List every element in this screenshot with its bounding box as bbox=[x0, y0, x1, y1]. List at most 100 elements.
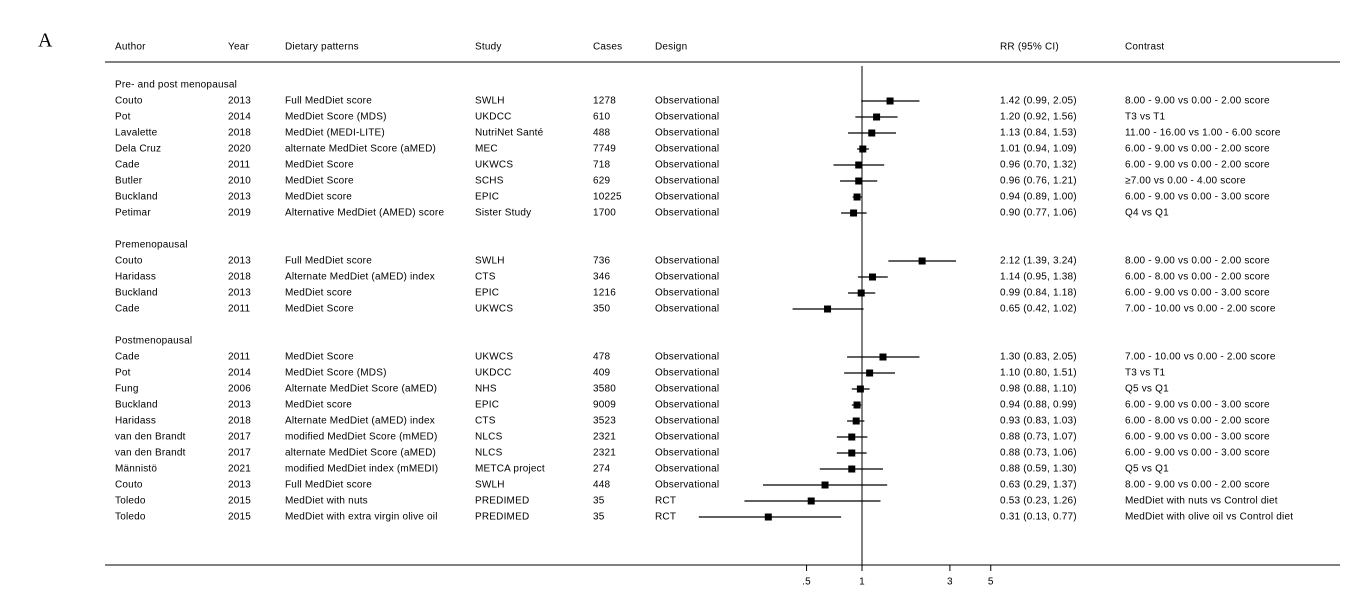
rr-label: 1.10 (0.80, 1.51) bbox=[1000, 368, 1077, 379]
contrast: Q5 vs Q1 bbox=[1125, 464, 1169, 475]
x-tick-label: 1 bbox=[859, 577, 865, 588]
study: SWLH bbox=[475, 480, 505, 491]
study: NutriNet Santé bbox=[475, 128, 544, 139]
dietary-pattern: Full MedDiet score bbox=[285, 96, 372, 107]
dietary-pattern: MedDiet score bbox=[285, 192, 352, 203]
design: Observational bbox=[655, 432, 719, 443]
column-header: Study bbox=[475, 42, 502, 53]
design: Observational bbox=[655, 384, 719, 395]
point-estimate bbox=[866, 369, 874, 377]
rr-label: 1.01 (0.94, 1.09) bbox=[1000, 144, 1077, 155]
year: 2011 bbox=[228, 304, 251, 315]
author: Männistö bbox=[115, 464, 157, 475]
dietary-pattern: MedDiet Score bbox=[285, 352, 354, 363]
dietary-pattern: modified MedDiet Score (mMED) bbox=[285, 432, 438, 443]
contrast: 6.00 - 9.00 vs 0.00 - 3.00 score bbox=[1125, 192, 1270, 203]
author: Dela Cruz bbox=[115, 144, 161, 155]
contrast: MedDiet with nuts vs Control diet bbox=[1125, 496, 1278, 507]
cases: 1278 bbox=[593, 96, 616, 107]
design: Observational bbox=[655, 352, 719, 363]
design: Observational bbox=[655, 128, 719, 139]
group-label: Premenopausal bbox=[115, 240, 188, 251]
panel-label: A bbox=[38, 30, 53, 52]
contrast: T3 vs T1 bbox=[1125, 112, 1166, 123]
year: 2015 bbox=[228, 496, 251, 507]
design: Observational bbox=[655, 304, 719, 315]
design: Observational bbox=[655, 160, 719, 171]
year: 2018 bbox=[228, 416, 251, 427]
column-header: Author bbox=[115, 42, 146, 53]
contrast: 6.00 - 8.00 vs 0.00 - 2.00 score bbox=[1125, 416, 1270, 427]
group-label: Postmenopausal bbox=[115, 336, 192, 347]
year: 2011 bbox=[228, 352, 251, 363]
contrast: ≥7.00 vs 0.00 - 4.00 score bbox=[1125, 176, 1246, 187]
dietary-pattern: MedDiet with extra virgin olive oil bbox=[285, 512, 438, 523]
dietary-pattern: MedDiet score bbox=[285, 288, 352, 299]
author: Couto bbox=[115, 96, 143, 107]
study: NLCS bbox=[475, 448, 503, 459]
design: RCT bbox=[655, 496, 676, 507]
design: Observational bbox=[655, 176, 719, 187]
study: MEC bbox=[475, 144, 498, 155]
column-header: Dietary patterns bbox=[285, 42, 359, 53]
author: Toledo bbox=[115, 496, 146, 507]
point-estimate bbox=[857, 289, 865, 297]
point-estimate bbox=[850, 209, 858, 217]
author: Cade bbox=[115, 304, 140, 315]
point-estimate bbox=[859, 145, 867, 153]
contrast: 6.00 - 9.00 vs 0.00 - 3.00 score bbox=[1125, 448, 1270, 459]
dietary-pattern: Alternative MedDiet (AMED) score bbox=[285, 208, 444, 219]
study: UKDCC bbox=[475, 112, 512, 123]
dietary-pattern: Full MedDiet score bbox=[285, 480, 372, 491]
design: Observational bbox=[655, 96, 719, 107]
cases: 10225 bbox=[593, 192, 622, 203]
dietary-pattern: MedDiet Score bbox=[285, 176, 354, 187]
cases: 3580 bbox=[593, 384, 616, 395]
design: RCT bbox=[655, 512, 676, 523]
author: Haridass bbox=[115, 416, 156, 427]
contrast: 7.00 - 10.00 vs 0.00 - 2.00 score bbox=[1125, 304, 1276, 315]
author: van den Brandt bbox=[115, 448, 186, 459]
cases: 488 bbox=[593, 128, 611, 139]
point-estimate bbox=[821, 481, 829, 489]
design: Observational bbox=[655, 256, 719, 267]
design: Observational bbox=[655, 400, 719, 411]
study: UKDCC bbox=[475, 368, 512, 379]
rr-label: 0.93 (0.83, 1.03) bbox=[1000, 416, 1077, 427]
point-estimate bbox=[853, 193, 861, 201]
cases: 2321 bbox=[593, 448, 616, 459]
cases: 1216 bbox=[593, 288, 616, 299]
contrast: 7.00 - 10.00 vs 0.00 - 2.00 score bbox=[1125, 352, 1276, 363]
study: NHS bbox=[475, 384, 497, 395]
dietary-pattern: MedDiet (MEDI-LITE) bbox=[285, 128, 385, 139]
cases: 3523 bbox=[593, 416, 616, 427]
point-estimate bbox=[848, 465, 856, 473]
year: 2006 bbox=[228, 384, 251, 395]
study: SWLH bbox=[475, 256, 505, 267]
year: 2013 bbox=[228, 256, 251, 267]
dietary-pattern: Full MedDiet score bbox=[285, 256, 372, 267]
rr-label: 0.53 (0.23, 1.26) bbox=[1000, 496, 1077, 507]
study: SCHS bbox=[475, 176, 504, 187]
rr-label: 1.42 (0.99, 2.05) bbox=[1000, 96, 1077, 107]
cases: 35 bbox=[593, 512, 605, 523]
cases: 7749 bbox=[593, 144, 616, 155]
cases: 478 bbox=[593, 352, 611, 363]
contrast: 6.00 - 9.00 vs 0.00 - 2.00 score bbox=[1125, 144, 1270, 155]
contrast: Q4 vs Q1 bbox=[1125, 208, 1169, 219]
study: SWLH bbox=[475, 96, 505, 107]
year: 2013 bbox=[228, 288, 251, 299]
year: 2011 bbox=[228, 160, 251, 171]
design: Observational bbox=[655, 208, 719, 219]
contrast: 6.00 - 9.00 vs 0.00 - 3.00 score bbox=[1125, 432, 1270, 443]
design: Observational bbox=[655, 448, 719, 459]
dietary-pattern: MedDiet Score (MDS) bbox=[285, 368, 387, 379]
year: 2010 bbox=[228, 176, 251, 187]
column-header: Cases bbox=[593, 42, 622, 53]
design: Observational bbox=[655, 144, 719, 155]
cases: 409 bbox=[593, 368, 611, 379]
rr-label: 1.13 (0.84, 1.53) bbox=[1000, 128, 1077, 139]
cases: 346 bbox=[593, 272, 611, 283]
point-estimate bbox=[868, 129, 876, 137]
year: 2013 bbox=[228, 96, 251, 107]
